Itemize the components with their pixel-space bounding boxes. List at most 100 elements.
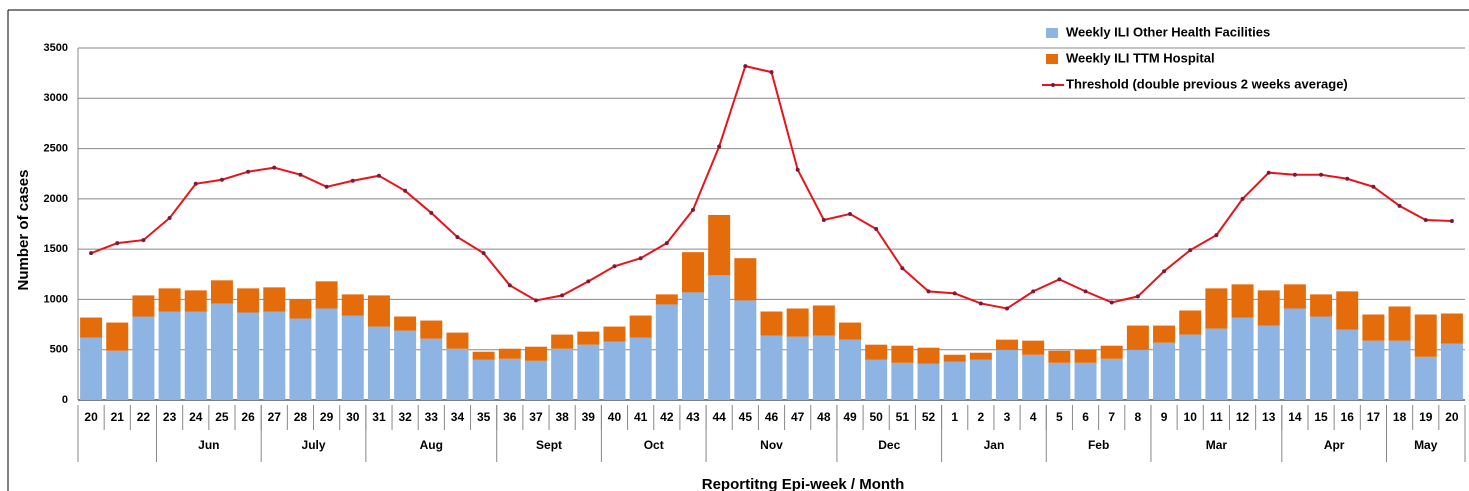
bar [655,294,678,305]
bar [1205,328,1228,400]
bar [1074,349,1097,363]
month-label: Feb [1088,438,1109,452]
threshold-point [638,256,643,261]
threshold-point [246,169,251,174]
x-tick-label: 52 [922,410,936,424]
bar [1100,358,1123,400]
threshold-point [481,251,486,256]
bar [1414,356,1437,400]
bar [891,345,914,363]
x-tick-label: 43 [686,410,700,424]
bar [551,348,574,400]
x-tick-label: 49 [843,410,857,424]
bar [865,344,888,360]
x-tick-label: 33 [425,410,439,424]
legend-swatch [1046,54,1058,64]
threshold-point [193,181,198,186]
threshold-point [298,172,303,177]
y-axis-title: Number of cases [15,170,32,291]
bar [734,300,757,400]
bar [524,346,547,361]
bar [1310,316,1333,400]
x-tick-label: 5 [1056,410,1063,424]
bar [943,361,966,400]
x-tick-label: 30 [346,410,360,424]
month-label: Nov [760,438,783,452]
threshold-point [900,266,905,271]
bar [1126,349,1149,400]
x-tick-label: 25 [215,410,229,424]
bar [1336,291,1359,330]
threshold-point [978,301,983,306]
legend-label: Weekly ILI TTM Hospital [1066,50,1215,65]
bar [1283,284,1306,309]
threshold-point [821,217,826,222]
bar [1440,343,1463,400]
x-tick-label: 48 [817,410,831,424]
bar [760,335,783,400]
bar [184,290,207,312]
bar [1179,310,1202,335]
bar [106,350,129,400]
threshold-point [690,207,695,212]
x-tick-label: 3 [1004,410,1011,424]
bar [210,280,233,304]
bar [760,311,783,336]
threshold-point [1397,203,1402,208]
bar [1388,340,1411,400]
month-label: Jan [984,438,1005,452]
x-tick-label: 23 [163,410,177,424]
threshold-point [926,289,931,294]
bar [839,322,862,340]
bar [865,359,888,400]
threshold-point [664,241,669,246]
x-tick-label: 39 [582,410,596,424]
bar [629,315,652,338]
threshold-point [1319,172,1324,177]
bar [289,299,312,319]
legend-label: Threshold (double previous 2 weeks avera… [1066,76,1348,91]
bar [1388,306,1411,341]
month-label: Oct [644,438,664,452]
bar [1022,340,1045,355]
x-tick-label: 7 [1108,410,1115,424]
bar [132,316,155,400]
bar [446,348,469,400]
legend-swatch [1046,28,1058,38]
bar [1231,317,1254,400]
bar [603,326,626,342]
threshold-point [1214,233,1219,238]
bar [1048,350,1071,363]
x-tick-label: 46 [765,410,779,424]
x-tick-label: 42 [660,410,674,424]
threshold-point [403,188,408,193]
threshold-point [1449,218,1454,223]
x-tick-label: 1 [951,410,958,424]
threshold-line [90,64,1452,310]
x-tick-label: 8 [1135,410,1142,424]
x-tick-label: 12 [1236,410,1250,424]
x-tick-label: 45 [739,410,753,424]
threshold-point [1345,176,1350,181]
threshold-point [1109,300,1114,305]
threshold-point [324,184,329,189]
threshold-point [874,227,879,232]
month-label: May [1414,438,1438,452]
x-tick-label: 6 [1082,410,1089,424]
x-tick-label: 50 [869,410,883,424]
bar [263,311,286,400]
threshold-point [1240,196,1245,201]
y-tick-label: 500 [50,344,68,356]
bar [184,311,207,400]
bar [603,341,626,400]
x-tick-label: 2 [978,410,985,424]
bar [629,337,652,400]
bar [708,275,731,400]
threshold-point [1266,170,1271,175]
bar [1153,325,1176,343]
x-tick-label: 41 [634,410,648,424]
bar [786,308,809,337]
x-tick-label: 21 [111,410,125,424]
threshold-point [1188,248,1193,253]
bar [1310,294,1333,317]
